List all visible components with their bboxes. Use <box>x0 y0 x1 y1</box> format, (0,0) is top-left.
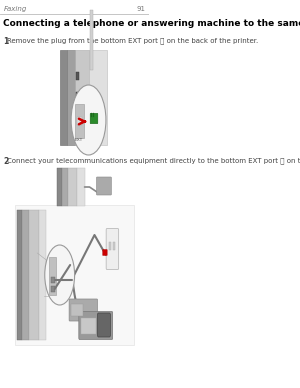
FancyBboxPatch shape <box>60 50 67 145</box>
Text: EXT: EXT <box>75 138 83 142</box>
Circle shape <box>45 245 75 305</box>
Text: 91: 91 <box>137 6 146 12</box>
FancyBboxPatch shape <box>103 249 107 256</box>
Text: Remove the plug from the bottom EXT port Ⓞ on the back of the printer.: Remove the plug from the bottom EXT port… <box>7 37 258 43</box>
FancyBboxPatch shape <box>98 313 110 337</box>
FancyBboxPatch shape <box>91 113 92 117</box>
FancyBboxPatch shape <box>97 177 111 195</box>
FancyBboxPatch shape <box>15 205 134 345</box>
FancyBboxPatch shape <box>88 50 107 145</box>
FancyBboxPatch shape <box>76 72 79 80</box>
Text: Faxing: Faxing <box>4 6 27 12</box>
FancyBboxPatch shape <box>81 317 96 334</box>
FancyBboxPatch shape <box>51 277 55 283</box>
FancyBboxPatch shape <box>68 168 77 206</box>
FancyBboxPatch shape <box>51 286 55 292</box>
Text: 2: 2 <box>4 157 9 166</box>
FancyBboxPatch shape <box>57 168 62 206</box>
FancyBboxPatch shape <box>49 257 56 295</box>
FancyBboxPatch shape <box>77 168 85 206</box>
FancyBboxPatch shape <box>79 312 112 340</box>
FancyBboxPatch shape <box>67 50 75 145</box>
FancyBboxPatch shape <box>76 117 82 125</box>
FancyBboxPatch shape <box>89 10 94 70</box>
FancyBboxPatch shape <box>69 299 98 321</box>
FancyBboxPatch shape <box>76 92 79 100</box>
FancyBboxPatch shape <box>106 229 118 270</box>
FancyBboxPatch shape <box>17 210 22 340</box>
FancyBboxPatch shape <box>90 114 98 123</box>
FancyBboxPatch shape <box>62 168 68 206</box>
FancyBboxPatch shape <box>70 304 83 316</box>
FancyBboxPatch shape <box>93 113 94 117</box>
FancyBboxPatch shape <box>75 104 84 138</box>
Text: 1: 1 <box>4 37 9 46</box>
Text: Connecting a telephone or answering machine to the same telephone line: Connecting a telephone or answering mach… <box>4 19 300 28</box>
FancyBboxPatch shape <box>113 242 116 250</box>
Circle shape <box>71 85 106 155</box>
FancyBboxPatch shape <box>22 210 29 340</box>
FancyBboxPatch shape <box>29 210 39 340</box>
FancyBboxPatch shape <box>39 210 46 340</box>
FancyBboxPatch shape <box>109 242 111 250</box>
FancyBboxPatch shape <box>75 50 88 145</box>
Text: Connect your telecommunications equipment directly to the bottom EXT port Ⓞ on t: Connect your telecommunications equipmen… <box>7 157 300 164</box>
